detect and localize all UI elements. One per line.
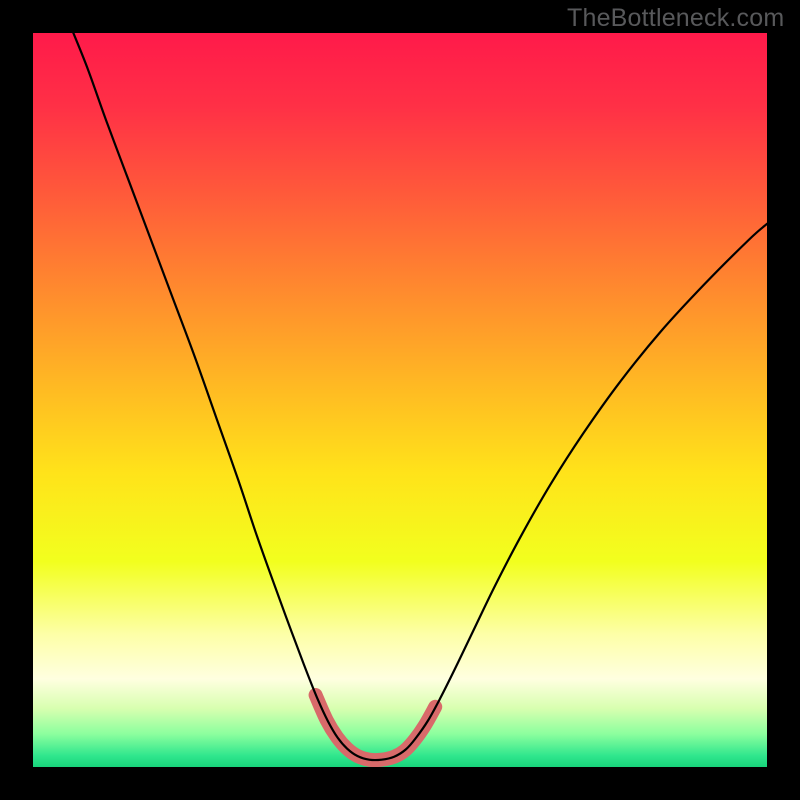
gradient-background bbox=[33, 33, 767, 767]
plot-svg bbox=[33, 33, 767, 767]
watermark-text: TheBottleneck.com bbox=[567, 4, 784, 33]
plot-area bbox=[33, 33, 767, 767]
